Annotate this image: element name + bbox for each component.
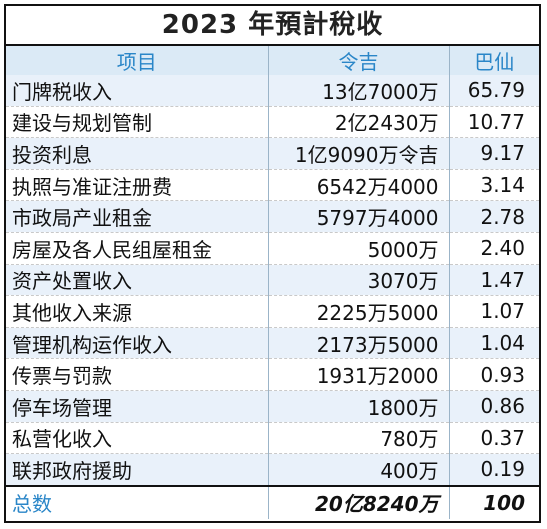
row-percent: 10.77 bbox=[449, 106, 539, 139]
table-row: 市政局产业租金 5797万4000 2.78 bbox=[6, 200, 539, 233]
column-header-percent: 巴仙 bbox=[449, 46, 539, 75]
row-percent: 0.93 bbox=[449, 358, 539, 391]
row-amount: 1800万 bbox=[268, 390, 450, 423]
table-row: 其他收入来源 2225万5000 1.07 bbox=[6, 295, 539, 328]
row-item: 门牌税收入 bbox=[6, 75, 269, 107]
header-row: 项目 令吉 巴仙 bbox=[6, 46, 539, 75]
table-row: 建设与规划管制 2亿2430万 10.77 bbox=[6, 106, 539, 139]
row-percent: 1.07 bbox=[449, 295, 539, 328]
row-item: 建设与规划管制 bbox=[6, 106, 269, 139]
table-row: 房屋及各人民组屋租金 5000万 2.40 bbox=[6, 232, 539, 265]
row-item: 投资利息 bbox=[6, 137, 269, 170]
row-amount: 1亿9090万令吉 bbox=[268, 137, 450, 170]
row-amount: 2173万5000 bbox=[268, 327, 450, 360]
table-row: 联邦政府援助 400万 0.19 bbox=[6, 453, 539, 487]
row-percent: 65.79 bbox=[449, 75, 539, 107]
table-body: 门牌税收入 13亿7000万 65.79 建设与规划管制 2亿2430万 10.77 投资利… bbox=[6, 75, 539, 487]
table-row: 管理机构运作收入 2173万5000 1.04 bbox=[6, 327, 539, 360]
row-percent: 0.86 bbox=[449, 390, 539, 423]
row-amount: 5797万4000 bbox=[268, 200, 450, 233]
row-percent: 0.37 bbox=[449, 422, 539, 455]
row-item: 私营化收入 bbox=[6, 422, 269, 455]
row-item: 管理机构运作收入 bbox=[6, 327, 269, 360]
table-row: 投资利息 1亿9090万令吉 9.17 bbox=[6, 137, 539, 170]
total-row: 总数 20亿8240万 100 bbox=[6, 484, 539, 519]
row-item: 执照与准证注册费 bbox=[6, 169, 269, 202]
row-item: 联邦政府援助 bbox=[6, 453, 269, 487]
row-item: 其他收入来源 bbox=[6, 295, 269, 328]
row-percent: 2.78 bbox=[449, 200, 539, 233]
row-percent: 1.04 bbox=[449, 327, 539, 360]
column-header-item: 项目 bbox=[6, 46, 269, 75]
row-percent: 2.40 bbox=[449, 232, 539, 265]
row-percent: 9.17 bbox=[449, 137, 539, 170]
row-amount: 13亿7000万 bbox=[268, 75, 450, 107]
row-amount: 780万 bbox=[268, 422, 450, 455]
table-row: 停车场管理 1800万 0.86 bbox=[6, 390, 539, 423]
row-item: 传票与罚款 bbox=[6, 358, 269, 391]
table-row: 传票与罚款 1931万2000 0.93 bbox=[6, 358, 539, 391]
row-amount: 5000万 bbox=[268, 232, 450, 265]
table-row: 执照与准证注册费 6542万4000 3.14 bbox=[6, 169, 539, 202]
tax-revenue-table-card: 2023 年預計稅收 项目 令吉 巴仙 门牌税收入 13亿7000万 65.79 建设… bbox=[4, 4, 541, 523]
row-item: 市政局产业租金 bbox=[6, 200, 269, 233]
row-item: 停车场管理 bbox=[6, 390, 269, 423]
row-percent: 1.47 bbox=[449, 264, 539, 297]
total-amount: 20亿8240万 bbox=[268, 484, 450, 519]
row-percent: 0.19 bbox=[449, 453, 539, 487]
row-amount: 2亿2430万 bbox=[268, 106, 450, 139]
row-amount: 2225万5000 bbox=[268, 295, 450, 328]
row-item: 房屋及各人民组屋租金 bbox=[6, 232, 269, 265]
total-label: 总数 bbox=[6, 484, 269, 519]
row-amount: 1931万2000 bbox=[268, 358, 450, 391]
row-item: 资产处置收入 bbox=[6, 264, 269, 297]
total-percent: 100 bbox=[449, 484, 539, 519]
table-row: 私营化收入 780万 0.37 bbox=[6, 422, 539, 455]
tax-revenue-table: 项目 令吉 巴仙 门牌税收入 13亿7000万 65.79 建设与规划管制 2亿2430… bbox=[6, 46, 539, 519]
row-amount: 3070万 bbox=[268, 264, 450, 297]
row-percent: 3.14 bbox=[449, 169, 539, 202]
row-amount: 6542万4000 bbox=[268, 169, 450, 202]
table-row: 资产处置收入 3070万 1.47 bbox=[6, 264, 539, 297]
column-header-ringgit: 令吉 bbox=[268, 46, 450, 75]
row-amount: 400万 bbox=[268, 453, 450, 487]
table-title: 2023 年預計稅收 bbox=[6, 6, 539, 46]
table-row: 门牌税收入 13亿7000万 65.79 bbox=[6, 75, 539, 107]
